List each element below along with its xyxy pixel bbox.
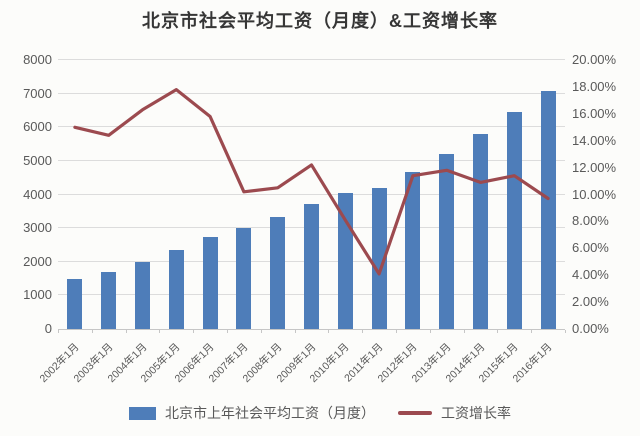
bar-2012年1月	[405, 172, 420, 329]
y-axis-right-tick-label: 18.00%	[572, 78, 617, 94]
gridline	[58, 59, 565, 60]
x-axis-tick-mark	[497, 330, 499, 333]
bar-2013年1月	[439, 153, 454, 329]
x-axis-tick-label: 2008年1月	[240, 341, 285, 386]
x-axis-tick-label: 2007年1月	[206, 341, 251, 386]
y-axis-left-tick-label: 3000	[23, 220, 52, 236]
bar-2005年1月	[169, 250, 184, 329]
x-axis-tick-mark	[125, 330, 127, 333]
y-axis-right-tick-label: 14.00%	[572, 132, 617, 148]
x-axis-tick-mark	[91, 330, 93, 333]
x-axis-tick-label: 2003年1月	[71, 341, 116, 386]
x-axis-line	[58, 329, 565, 330]
y-axis-right-tick-label: 0.00%	[572, 321, 609, 336]
growth-rate-line	[73, 88, 550, 276]
legend-line-swatch-icon	[398, 411, 432, 415]
x-axis-tick-mark	[328, 330, 330, 333]
bar-2009年1月	[304, 203, 319, 329]
gridline	[58, 92, 565, 94]
x-axis-tick-label: 2006年1月	[172, 341, 217, 386]
plot-area	[58, 59, 565, 330]
x-axis-tick-mark	[260, 330, 262, 333]
bar-2003年1月	[101, 271, 116, 329]
y-axis-right: 0.00% 2.00% 4.00% 6.00% 8.00% 10.00% 12.00% 14.…	[572, 52, 640, 336]
x-axis-tick-mark	[227, 330, 228, 333]
y-axis-right-tick-label: 8.00%	[572, 213, 609, 229]
x-axis-tick-label: 2013年1月	[409, 341, 454, 386]
y-axis-right-tick-label: 4.00%	[572, 267, 609, 283]
bar-2002年1月	[67, 278, 82, 329]
y-axis-left: 0 1000 2000 3000 4000 5000 6000 7000 8000	[0, 52, 52, 336]
legend-bar-label: 北京市上年社会平均工资（月度）	[165, 405, 375, 421]
x-axis-tick-mark	[159, 330, 161, 333]
x-axis-tick-mark	[429, 330, 431, 333]
gridline	[58, 159, 565, 161]
y-axis-left-tick-label: 8000	[23, 52, 52, 67]
x-axis-tick-label: 2011年1月	[342, 341, 386, 385]
x-axis-tick-mark	[193, 330, 195, 333]
bar-2015年1月	[507, 111, 522, 329]
bar-2006年1月	[203, 237, 218, 329]
y-axis-left-tick-label: 7000	[23, 85, 52, 101]
x-axis-tick-label: 2005年1月	[138, 341, 183, 386]
x-axis-tick-mark	[362, 330, 364, 333]
y-axis-left-tick-label: 5000	[23, 152, 52, 168]
legend: 北京市上年社会平均工资（月度） 工资增长率	[0, 403, 640, 423]
x-axis-tick-mark	[58, 330, 59, 333]
x-axis-tick-label: 2015年1月	[476, 341, 521, 386]
x-axis-tick-label: 2012年1月	[375, 341, 420, 386]
bar-2004年1月	[135, 261, 150, 330]
x-axis-tick-label: 2002年1月	[37, 341, 82, 386]
x-axis-tick-mark	[396, 330, 397, 333]
y-axis-right-tick-label: 6.00%	[572, 240, 609, 256]
x-axis-tick-label: 2009年1月	[274, 341, 319, 386]
y-axis-right-tick-label: 20.00%	[572, 52, 617, 67]
x-axis-tick-mark	[565, 330, 566, 333]
x-axis-tick-mark	[294, 330, 296, 333]
x-axis-tick-label: 2010年1月	[307, 341, 352, 386]
chart-title: 北京市社会平均工资（月度）&工资增长率	[142, 11, 498, 31]
y-axis-left-tick-label: 0	[44, 321, 52, 336]
legend-line-label: 工资增长率	[441, 405, 511, 421]
y-axis-right-tick-label: 16.00%	[572, 105, 617, 121]
bar-2008年1月	[270, 217, 285, 329]
bar-2007年1月	[236, 227, 251, 329]
y-axis-right-tick-label: 10.00%	[572, 186, 617, 202]
y-axis-right-tick-label: 2.00%	[572, 294, 609, 310]
x-axis-tick-label: 2004年1月	[105, 341, 150, 386]
bar-2011年1月	[372, 187, 387, 329]
gridline	[58, 193, 565, 195]
bar-2016年1月	[541, 90, 556, 329]
growth-rate-polyline	[73, 88, 550, 276]
x-axis-tick-label: 2014年1月	[443, 341, 488, 386]
y-axis-left-tick-label: 1000	[23, 287, 52, 303]
x-axis-tick-mark	[463, 330, 465, 333]
x-axis-tick-label: 2016年1月	[510, 341, 555, 386]
y-axis-left-tick-label: 6000	[23, 119, 52, 135]
gridline	[58, 126, 565, 128]
legend-bar-swatch-icon	[129, 406, 156, 420]
y-axis-left-tick-label: 2000	[23, 253, 52, 269]
y-axis-right-tick-label: 12.00%	[572, 159, 617, 175]
y-axis-left-tick-label: 4000	[23, 186, 52, 202]
x-axis-tick-mark	[531, 330, 533, 333]
